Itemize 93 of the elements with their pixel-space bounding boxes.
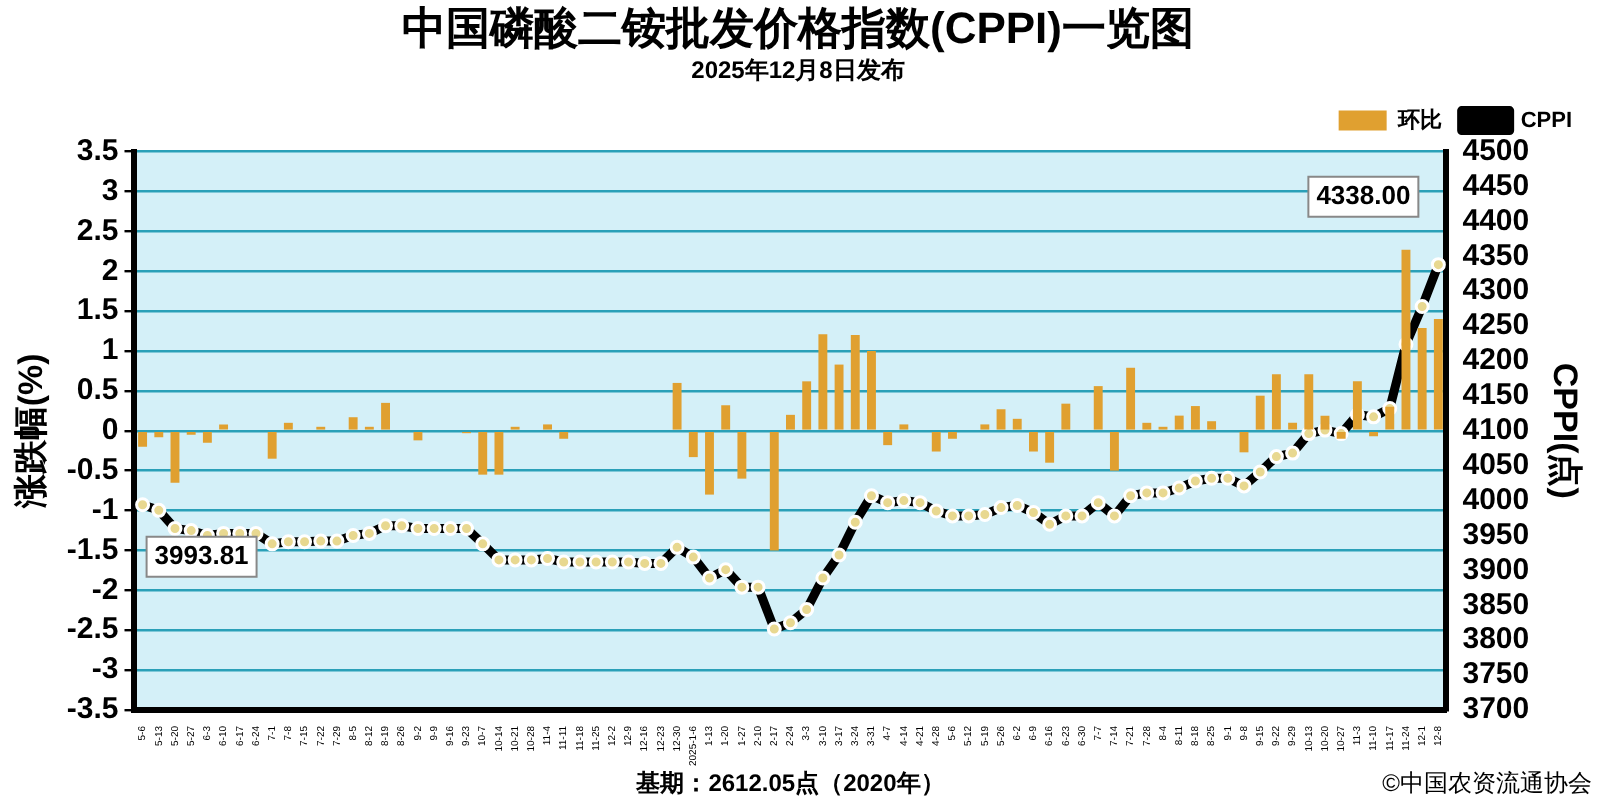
bar <box>202 431 212 443</box>
bar <box>1012 418 1022 430</box>
bar <box>1369 431 1379 437</box>
bar <box>802 381 812 430</box>
bar <box>931 431 941 452</box>
bar <box>786 414 795 430</box>
bar <box>170 431 180 483</box>
y-tick-label: -2 <box>91 572 119 607</box>
y-tick-label: 0 <box>101 413 119 448</box>
y-tick-label: 0.5 <box>76 373 119 408</box>
bar <box>688 431 698 458</box>
y2-tick-label: 3750 <box>1462 657 1530 692</box>
bar <box>834 364 844 430</box>
y2-tick-label: 3900 <box>1462 552 1530 587</box>
bar <box>980 424 990 430</box>
y2-tick-label: 4350 <box>1462 238 1530 273</box>
bar <box>867 351 876 430</box>
bar <box>1142 422 1152 430</box>
bar <box>1061 403 1071 430</box>
y2-tick-label: 4250 <box>1462 308 1530 343</box>
y2-tick-label: 4000 <box>1462 482 1530 517</box>
bar <box>1401 249 1411 430</box>
bar <box>413 431 423 441</box>
text: 基期：2612.05点（2020年） <box>634 768 945 797</box>
bar <box>1417 327 1427 430</box>
legend-label: CPPI <box>1520 108 1573 133</box>
y2-tick-label: 3800 <box>1462 622 1530 657</box>
y-axis-title: 涨跌幅(%) <box>11 353 50 511</box>
y2-tick-label: 4450 <box>1462 168 1530 203</box>
bar <box>559 431 569 439</box>
y2-tick-label: 4400 <box>1462 203 1530 238</box>
y2-tick-label: 3700 <box>1462 692 1530 727</box>
y2-tick-label: 4300 <box>1462 273 1530 308</box>
bar <box>219 424 229 430</box>
y2-tick-label: 4500 <box>1462 133 1530 168</box>
bar <box>1045 431 1055 463</box>
bar <box>1288 422 1298 430</box>
chart-title: 中国磷酸二铵批发价格指数(CPPI)一览图 <box>402 2 1194 53</box>
y-tick-label: -1 <box>91 492 119 527</box>
bar <box>348 417 358 430</box>
y-tick-label: 3.5 <box>76 133 119 168</box>
bar <box>543 424 552 430</box>
bar <box>948 431 957 439</box>
bar <box>850 335 860 430</box>
bar <box>721 405 731 430</box>
bar <box>1207 421 1217 430</box>
bar <box>1255 395 1265 430</box>
y2-tick-label: 3950 <box>1462 517 1530 552</box>
bar <box>381 402 390 430</box>
annotation: 4338.00 <box>1316 179 1411 210</box>
bar <box>1093 386 1103 430</box>
y-tick-label: 3 <box>101 173 119 208</box>
y2-tick-label: 4150 <box>1462 378 1530 413</box>
bar <box>1190 406 1200 430</box>
y-tick-label: -2.5 <box>66 612 119 647</box>
y2-axis-title: CPPI(点) <box>1546 362 1585 499</box>
bar <box>267 431 277 459</box>
y-tick-label: -3.5 <box>66 692 119 727</box>
bar <box>138 431 148 447</box>
y-tick-label: 2 <box>101 253 119 288</box>
y2-tick-label: 4200 <box>1462 343 1530 378</box>
y2-tick-label: 4050 <box>1462 447 1530 482</box>
bar <box>705 431 714 495</box>
legend-label: 环比 <box>1395 106 1442 133</box>
chart-subtitle: 2025年12月8日发布 <box>691 55 905 84</box>
bar <box>154 431 164 438</box>
y-tick-label: -1.5 <box>66 532 119 567</box>
bar <box>883 431 893 446</box>
y2-tick-label: 4100 <box>1462 413 1530 448</box>
bar <box>478 431 488 475</box>
text: ©中国农资流通协会 <box>1382 768 1592 797</box>
bar <box>769 431 779 551</box>
y-tick-label: 1.5 <box>76 293 119 328</box>
bar <box>899 424 909 430</box>
bar <box>1028 431 1038 452</box>
bar <box>494 431 504 475</box>
y-tick-label: 2.5 <box>76 213 119 248</box>
bar <box>818 334 828 430</box>
bar <box>1126 367 1136 430</box>
bar <box>996 409 1006 430</box>
y-tick-label: 1 <box>101 333 119 368</box>
bar <box>1271 374 1281 430</box>
y2-tick-label: 3850 <box>1462 587 1530 622</box>
bar <box>283 422 293 430</box>
bar <box>672 382 682 430</box>
bar <box>737 431 747 479</box>
y-tick-label: -3 <box>91 652 119 687</box>
bar <box>1174 415 1184 430</box>
annotation: 3993.81 <box>154 539 249 570</box>
y-tick-label: -0.5 <box>66 452 119 487</box>
bar <box>1109 431 1119 471</box>
bar <box>1352 381 1362 430</box>
bar <box>1433 319 1443 430</box>
